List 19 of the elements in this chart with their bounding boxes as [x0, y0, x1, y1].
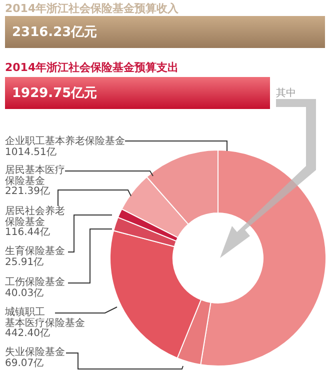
data-label: 116.44亿 [5, 227, 51, 238]
text: 2316.23亿元 [5, 16, 325, 48]
slice-label: 生育保险基金 [5, 246, 65, 257]
text: 2014年浙江社会保险基金预算收入 [5, 1, 179, 16]
data-label: 69.07亿 [5, 358, 45, 369]
slice-label: 城镇职工基本医疗保险基金 [5, 307, 85, 328]
data-label: 25.91亿 [5, 256, 45, 268]
data-label: 442.40亿 [5, 328, 51, 340]
data-label: 40.03亿 [5, 288, 45, 299]
slice-label: 居民社会养老保险基金 [5, 206, 65, 228]
text: 2014年浙江社会保险基金预算支出 [5, 60, 179, 75]
text: 1929.75亿元 [5, 77, 270, 109]
slice-label: 企业职工基本养老保险基金 [5, 136, 125, 147]
data-label: 1014.51亿 [5, 146, 58, 158]
data-label: 221.39亿 [5, 186, 51, 198]
slice-label: 工伤保险基金 [5, 277, 65, 288]
text: 其中 [276, 86, 296, 100]
slice-label: 失业保险基金 [5, 347, 65, 358]
slice-label: 居民基本医疗保险基金 [5, 165, 65, 186]
